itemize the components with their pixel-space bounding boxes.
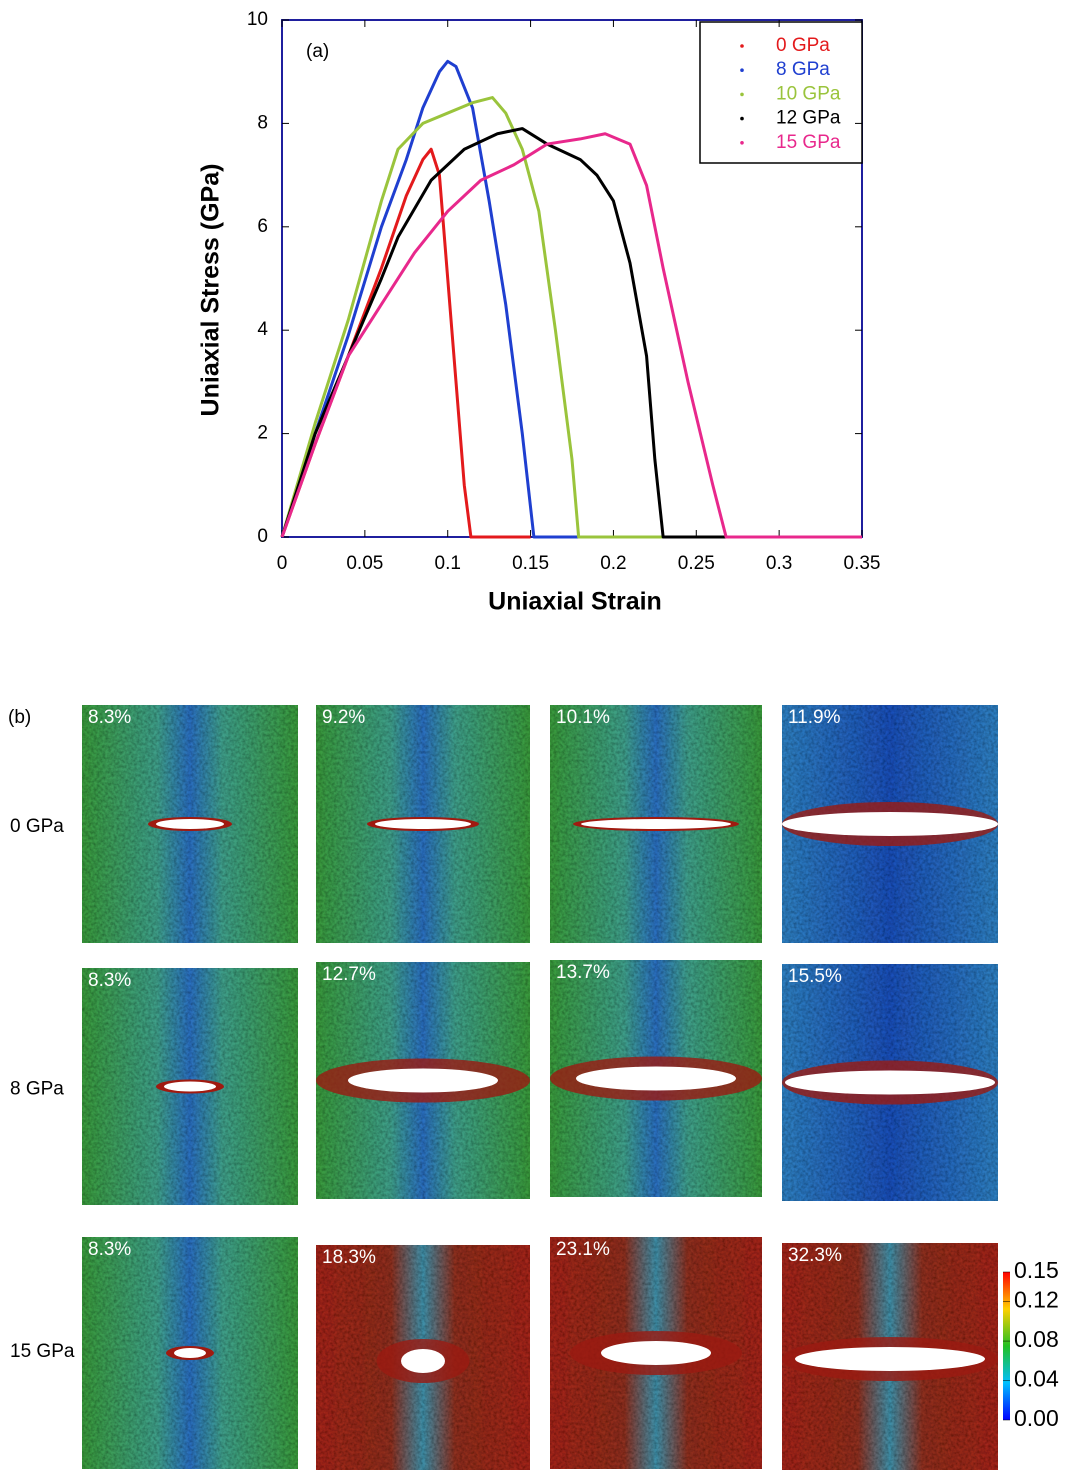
crack <box>581 819 731 829</box>
colorbar-tick-label: 0.00 <box>1014 1405 1059 1431</box>
crack <box>375 819 471 829</box>
strain-label: 32.3% <box>788 1245 842 1266</box>
y-axis-title: Uniaxial Stress (GPa) <box>197 164 225 417</box>
x-tick-label: 0.05 <box>346 553 383 574</box>
legend-marker <box>740 141 744 145</box>
colorbar-tick-label: 0.08 <box>1014 1326 1059 1352</box>
strain-label: 13.7% <box>556 962 610 983</box>
y-tick-label: 4 <box>257 319 268 340</box>
colorbar-tick-label: 0.04 <box>1014 1366 1059 1392</box>
line <box>280 96 664 539</box>
legend-label: 12 GPa <box>776 108 841 129</box>
legend-marker <box>740 92 744 97</box>
x-tick-label: 0.15 <box>512 553 549 574</box>
line <box>280 147 531 539</box>
x-tick-label: 0.2 <box>600 553 626 574</box>
colorbar-tick-label: 0.15 <box>1014 1257 1059 1283</box>
strain-label: 12.7% <box>322 964 376 985</box>
strain-label: 8.3% <box>88 1239 131 1260</box>
x-tick-label: 0.35 <box>844 553 881 574</box>
strain-label: 10.1% <box>556 707 610 728</box>
strain-label: 11.9% <box>788 707 841 728</box>
crack <box>401 1349 445 1373</box>
legend-marker <box>740 116 744 121</box>
y-tick-label: 8 <box>257 112 268 133</box>
crack <box>576 1066 736 1091</box>
row-label: 0 GPa <box>10 816 64 837</box>
y-tick-label: 10 <box>247 9 268 30</box>
strain-label: 18.3% <box>322 1247 376 1268</box>
x-tick-label: 0.1 <box>435 553 461 574</box>
colorbar <box>1003 1272 1010 1420</box>
legend-marker <box>740 44 744 48</box>
panel-label: (b) <box>8 707 31 728</box>
tiles: 0 GPa 8.3% 9.2% 10.1% 11.9% 8 GPa 8.3% 12.7% 13.… <box>10 705 998 1470</box>
colorbar-tick-label: 0.12 <box>1014 1287 1059 1313</box>
legend-label: 10 GPa <box>776 83 841 104</box>
legend-label: 0 GPa <box>776 35 830 56</box>
line <box>280 132 862 539</box>
strain-label: 8.3% <box>88 970 131 991</box>
legend-label: 8 GPa <box>776 59 830 80</box>
strain-label: 15.5% <box>788 966 842 987</box>
x-axis-title: Uniaxial Strain <box>488 588 662 616</box>
crack <box>601 1341 711 1365</box>
legend-box <box>699 21 863 164</box>
crack <box>782 812 998 836</box>
row-label: 8 GPa <box>10 1079 64 1100</box>
line <box>280 59 581 539</box>
panel-label: (a) <box>306 41 329 62</box>
crack <box>174 1348 206 1358</box>
crack <box>795 1347 985 1371</box>
x-tick-label: 0 <box>277 553 288 574</box>
line <box>280 127 727 539</box>
strain-label: 23.1% <box>556 1239 610 1260</box>
y-tick-label: 6 <box>257 216 268 237</box>
crack <box>164 1081 216 1092</box>
x-tick-label: 0.25 <box>678 553 715 574</box>
crack <box>785 1070 995 1095</box>
x-tick-label: 0.3 <box>766 553 792 574</box>
crack <box>156 819 224 829</box>
y-tick-label: 0 <box>257 526 268 547</box>
legend-label: 15 GPa <box>776 132 841 153</box>
y-tick-label: 2 <box>257 423 268 444</box>
strain-label: 8.3% <box>88 707 131 728</box>
row-label: 15 GPa <box>10 1341 75 1362</box>
legend-marker <box>740 68 744 72</box>
crack <box>348 1068 498 1093</box>
strain-label: 9.2% <box>322 707 365 728</box>
